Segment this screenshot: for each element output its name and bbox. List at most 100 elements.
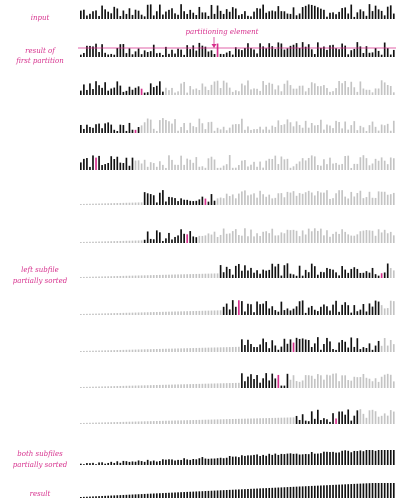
bar xyxy=(332,484,334,498)
bar xyxy=(271,417,274,424)
bar xyxy=(162,54,164,57)
bar xyxy=(313,266,316,278)
bar xyxy=(317,374,319,388)
bar xyxy=(146,166,149,170)
bar xyxy=(307,486,310,498)
bar xyxy=(143,312,146,315)
pivot-bar xyxy=(277,374,280,388)
bar xyxy=(89,496,91,498)
bar xyxy=(149,421,152,424)
bar xyxy=(286,158,289,170)
bar xyxy=(356,163,359,170)
bar xyxy=(146,52,149,57)
bar xyxy=(171,197,173,205)
bar xyxy=(335,452,337,465)
bar xyxy=(165,492,167,498)
bar xyxy=(256,88,258,95)
bar xyxy=(298,13,301,19)
bar xyxy=(234,90,237,95)
bar xyxy=(83,128,85,133)
bar xyxy=(125,385,128,388)
bar xyxy=(159,81,161,95)
bar xyxy=(371,197,374,205)
bar xyxy=(122,125,125,133)
bar xyxy=(374,411,377,424)
bar xyxy=(277,6,280,19)
bar xyxy=(110,422,113,424)
bar xyxy=(347,380,350,388)
bar xyxy=(216,273,219,278)
bar xyxy=(304,91,307,95)
bar xyxy=(295,195,298,205)
bar xyxy=(159,420,161,424)
bar xyxy=(380,305,383,315)
bar xyxy=(180,155,182,170)
bar xyxy=(143,159,146,170)
bar xyxy=(146,493,149,498)
bar xyxy=(192,45,195,57)
bar xyxy=(335,272,337,278)
bar xyxy=(341,266,343,278)
bar xyxy=(86,463,88,465)
bar xyxy=(131,202,134,205)
bar xyxy=(213,200,216,205)
bar xyxy=(128,8,131,19)
bar xyxy=(392,158,395,170)
bar xyxy=(228,269,231,278)
bar xyxy=(119,495,122,498)
bar xyxy=(301,158,304,170)
bar xyxy=(277,311,280,315)
bar xyxy=(125,202,128,205)
bar xyxy=(292,166,295,170)
bar xyxy=(198,273,201,278)
bar xyxy=(195,237,198,243)
bar xyxy=(386,233,389,243)
bar xyxy=(180,420,182,424)
bar xyxy=(219,265,222,278)
bar xyxy=(359,9,362,19)
bar xyxy=(362,483,365,498)
bar xyxy=(101,276,103,278)
bar xyxy=(286,229,289,243)
bar xyxy=(304,453,307,465)
bar xyxy=(113,422,116,424)
bar xyxy=(383,272,386,278)
bar xyxy=(149,461,152,465)
bar xyxy=(113,87,116,95)
bar xyxy=(204,46,207,57)
bar xyxy=(155,493,158,498)
bar xyxy=(283,159,286,170)
bar xyxy=(216,419,219,424)
bar xyxy=(134,9,137,19)
bar xyxy=(265,84,268,95)
bar xyxy=(195,419,198,424)
bar xyxy=(344,196,347,205)
bar xyxy=(304,192,307,205)
bar xyxy=(283,385,286,388)
bar xyxy=(213,159,216,170)
bar xyxy=(189,159,192,170)
bar xyxy=(89,422,91,424)
bar xyxy=(323,129,325,133)
bar xyxy=(389,5,392,19)
bar xyxy=(95,422,97,424)
bar xyxy=(177,91,179,95)
bar xyxy=(137,202,140,205)
bar xyxy=(149,275,152,278)
bar xyxy=(262,4,264,19)
bar xyxy=(195,383,198,388)
bar xyxy=(213,490,216,498)
bar xyxy=(259,456,261,465)
bar xyxy=(165,420,167,424)
bar xyxy=(192,236,195,243)
bar xyxy=(244,85,246,95)
bar xyxy=(320,119,322,133)
bar xyxy=(380,80,383,95)
bar xyxy=(134,87,137,95)
bar xyxy=(116,495,119,498)
bar xyxy=(177,274,179,278)
bar xyxy=(283,417,286,424)
bar xyxy=(353,450,356,465)
bar xyxy=(301,380,304,388)
bar xyxy=(256,347,258,352)
